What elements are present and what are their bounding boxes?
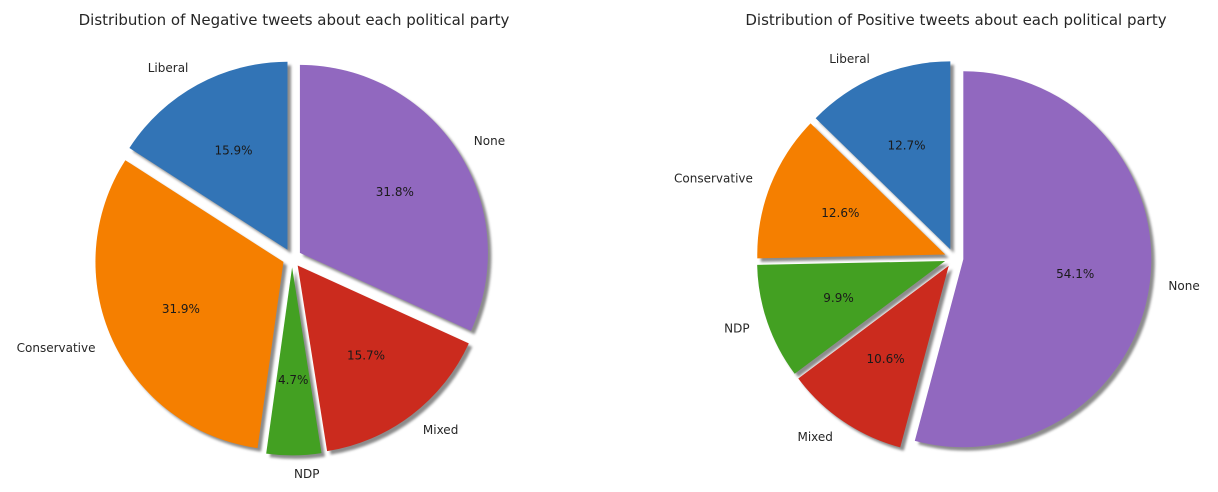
negative-chart-title: Distribution of Negative tweets about ea… bbox=[79, 11, 510, 29]
negative-ndp-slice bbox=[266, 267, 322, 456]
positive-conservative-percent-label: 12.6% bbox=[821, 206, 859, 220]
positive-pie-labels: 12.7% Liberal 12.6% Conservative 9.9% NDP 10.6… bbox=[674, 52, 1200, 444]
negative-none-category-label: None bbox=[474, 134, 505, 148]
negative-mixed-slice bbox=[297, 265, 469, 452]
positive-mixed-slice bbox=[798, 265, 949, 448]
negative-mixed-percent-label: 15.7% bbox=[347, 348, 385, 362]
positive-none-category-label: None bbox=[1168, 279, 1199, 293]
positive-pie-slices bbox=[757, 61, 1152, 448]
negative-liberal-percent-label: 15.9% bbox=[214, 144, 252, 158]
positive-ndp-slice bbox=[757, 261, 946, 374]
negative-ndp-category-label: NDP bbox=[294, 467, 319, 481]
negative-conservative-slice bbox=[95, 160, 284, 449]
negative-pie-slices bbox=[95, 61, 488, 456]
negative-none-slice bbox=[299, 64, 488, 331]
positive-mixed-category-label: Mixed bbox=[797, 430, 832, 444]
negative-conservative-category-label: Conservative bbox=[17, 341, 96, 355]
positive-ndp-category-label: NDP bbox=[724, 321, 749, 335]
positive-conservative-slice bbox=[757, 123, 946, 259]
positive-conservative-category-label: Conservative bbox=[674, 172, 753, 186]
negative-none-percent-label: 31.8% bbox=[376, 185, 414, 199]
positive-mixed-percent-label: 10.6% bbox=[867, 352, 905, 366]
negative-pie-labels: 15.9% Liberal 31.9% Conservative 4.7% NDP 15.7… bbox=[17, 61, 505, 481]
positive-chart-title: Distribution of Positive tweets about ea… bbox=[745, 11, 1166, 29]
positive-ndp-percent-label: 9.9% bbox=[823, 291, 854, 305]
positive-none-slice bbox=[914, 71, 1152, 448]
positive-pie-chart: Distribution of Positive tweets about ea… bbox=[674, 11, 1200, 451]
positive-liberal-slice bbox=[815, 61, 951, 250]
negative-pie-chart: Distribution of Negative tweets about ea… bbox=[17, 11, 510, 481]
positive-none-percent-label: 54.1% bbox=[1056, 267, 1094, 281]
negative-liberal-category-label: Liberal bbox=[148, 61, 189, 75]
negative-liberal-slice bbox=[129, 61, 288, 250]
positive-liberal-percent-label: 12.7% bbox=[887, 138, 925, 152]
negative-conservative-percent-label: 31.9% bbox=[162, 302, 200, 316]
negative-mixed-category-label: Mixed bbox=[423, 423, 458, 437]
negative-ndp-percent-label: 4.7% bbox=[278, 373, 309, 387]
positive-liberal-category-label: Liberal bbox=[829, 52, 870, 66]
